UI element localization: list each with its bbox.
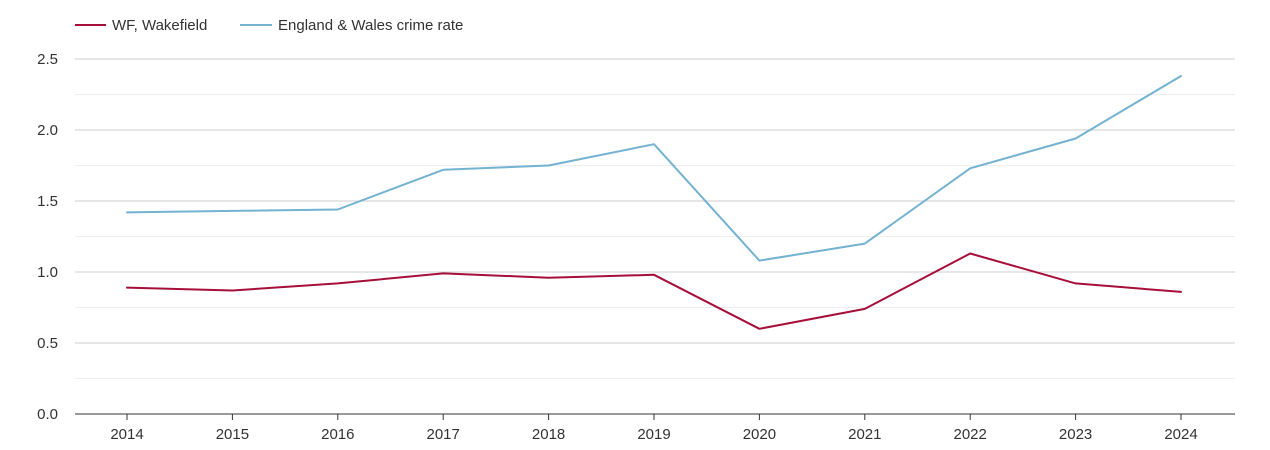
- y-tick-label: 2.5: [37, 51, 58, 68]
- gridlines: [75, 58, 1235, 379]
- data-point[interactable]: [648, 269, 660, 281]
- data-point[interactable]: [1070, 133, 1082, 145]
- data-point[interactable]: [543, 272, 555, 284]
- series-layer: [121, 70, 1187, 335]
- data-point[interactable]: [753, 255, 765, 267]
- x-tick-label: 2022: [954, 426, 987, 443]
- y-tick-label: 1.5: [37, 193, 58, 210]
- data-point[interactable]: [226, 284, 238, 296]
- data-point[interactable]: [648, 138, 660, 150]
- x-tick-label: 2019: [637, 426, 670, 443]
- legend-item-england-wales[interactable]: England & Wales crime rate: [240, 17, 463, 34]
- legend: WF, Wakefield England & Wales crime rate: [75, 17, 463, 34]
- data-point[interactable]: [226, 205, 238, 217]
- data-point[interactable]: [437, 164, 449, 176]
- x-tick-label: 2015: [216, 426, 249, 443]
- x-tick-label: 2023: [1059, 426, 1092, 443]
- data-point[interactable]: [1175, 286, 1187, 298]
- legend-label-wakefield: WF, Wakefield: [112, 17, 207, 34]
- data-point[interactable]: [964, 248, 976, 260]
- data-point[interactable]: [964, 162, 976, 174]
- y-tick-label: 0.0: [37, 406, 58, 423]
- data-point[interactable]: [121, 282, 133, 294]
- legend-item-wakefield[interactable]: WF, Wakefield: [75, 17, 207, 34]
- series-line-wakefield[interactable]: [126, 252, 1182, 330]
- x-tick-label: 2014: [110, 426, 143, 443]
- data-point[interactable]: [859, 303, 871, 315]
- data-point[interactable]: [543, 160, 555, 172]
- data-point[interactable]: [437, 267, 449, 279]
- data-point[interactable]: [1175, 70, 1187, 82]
- data-point[interactable]: [859, 238, 871, 250]
- y-tick-label: 2.0: [37, 122, 58, 139]
- x-axis: 2014 2015 2016 2017 2018 2019 2020 2021 2022 2023…: [75, 413, 1235, 443]
- data-point[interactable]: [1070, 277, 1082, 289]
- x-tick-label: 2017: [427, 426, 460, 443]
- y-tick-label: 0.5: [37, 335, 58, 352]
- x-tick-label: 2018: [532, 426, 565, 443]
- legend-label-england-wales: England & Wales crime rate: [278, 17, 463, 34]
- x-tick-label: 2016: [321, 426, 354, 443]
- series-line-england-wales[interactable]: [126, 75, 1182, 262]
- data-point[interactable]: [753, 323, 765, 335]
- x-tick-label: 2024: [1164, 426, 1197, 443]
- data-point[interactable]: [332, 204, 344, 216]
- y-tick-label: 1.0: [37, 264, 58, 281]
- y-axis: 0.0 0.5 1.0 1.5 2.0 2.5: [37, 51, 58, 423]
- data-point[interactable]: [121, 206, 133, 218]
- x-tick-label: 2021: [848, 426, 881, 443]
- x-tick-label: 2020: [743, 426, 776, 443]
- data-point[interactable]: [332, 277, 344, 289]
